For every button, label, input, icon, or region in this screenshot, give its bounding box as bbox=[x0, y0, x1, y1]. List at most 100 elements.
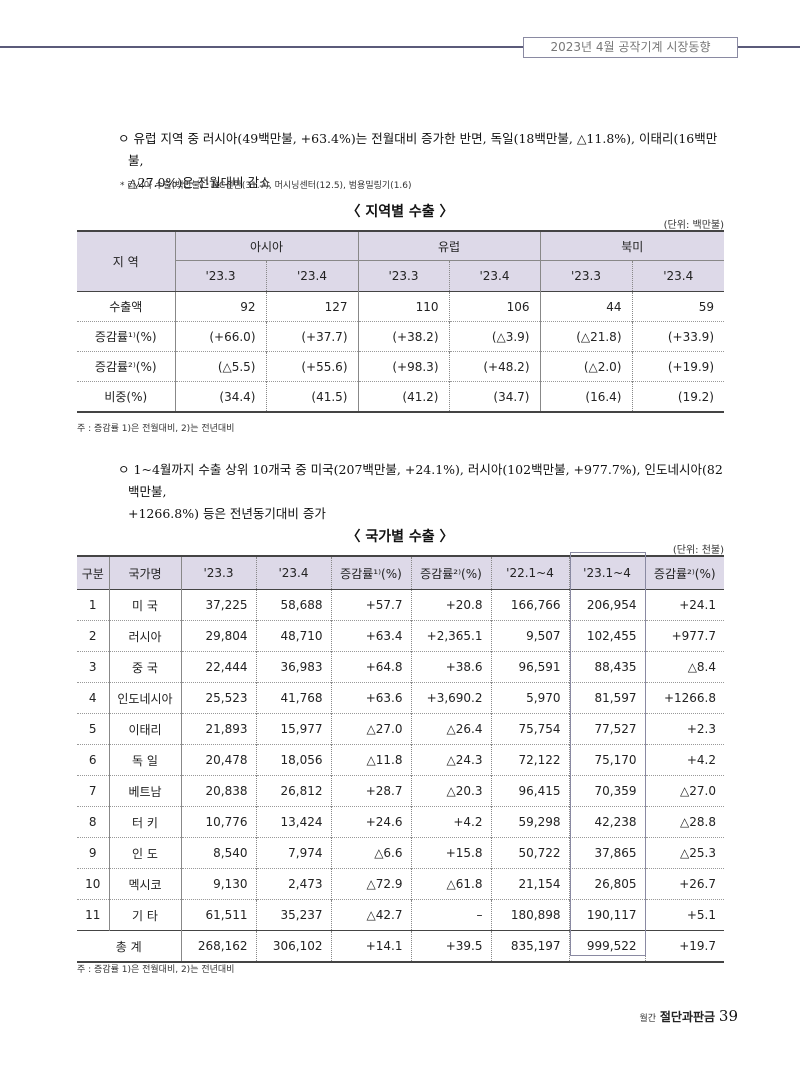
column-header: '23.1~4 bbox=[568, 556, 645, 590]
table-cell: 72,122 bbox=[490, 744, 569, 776]
column-header: 증감률²⁾(%) bbox=[410, 556, 491, 590]
table-row: 2 러시아 29,804 48,710 +63.4 +2,365.1 9,507 102,45… bbox=[77, 620, 724, 652]
table-cell: 35,237 bbox=[255, 899, 331, 931]
group-asia: 아시아 bbox=[174, 231, 358, 261]
country-cell: 터 키 bbox=[108, 806, 181, 838]
table-cell: 81,597 bbox=[568, 682, 645, 714]
table-cell: 22,444 bbox=[180, 651, 256, 683]
period-header: '23.3 bbox=[174, 260, 266, 292]
table-cell: +24.6 bbox=[330, 806, 411, 838]
magazine-name: 절단과판금 bbox=[659, 1010, 716, 1024]
column-header: '23.3 bbox=[180, 556, 256, 590]
table-cell: 77,527 bbox=[568, 713, 645, 745]
rank-cell: 4 bbox=[88, 691, 97, 705]
row-label: 증감률²⁾(%) bbox=[94, 360, 157, 374]
table-cell: 37,225 bbox=[180, 589, 256, 621]
table-cell: 13,424 bbox=[255, 806, 331, 838]
table-1-unit: (단위: 백만불) bbox=[663, 220, 724, 231]
table-cell: 999,522 bbox=[568, 930, 645, 962]
country-cell: 중 국 bbox=[108, 651, 181, 683]
table-cell: 20,478 bbox=[180, 744, 256, 776]
table-cell: 206,954 bbox=[568, 589, 645, 621]
rank-cell: 5 bbox=[88, 722, 97, 736]
table-cell: △28.8 bbox=[644, 806, 724, 838]
table-cell: 75,170 bbox=[568, 744, 645, 776]
table-cell: (△2.0) bbox=[539, 351, 632, 382]
table-cell: +19.7 bbox=[644, 930, 724, 962]
bullet: ㅇ bbox=[118, 131, 130, 146]
rank-cell: 8 bbox=[88, 815, 97, 829]
table-cell: 15,977 bbox=[255, 713, 331, 745]
table-cell: 110 bbox=[357, 291, 449, 322]
table-row: 9 인 도 8,540 7,974 △6.6 +15.8 50,722 37,865 △25.3 bbox=[77, 837, 724, 869]
table-cell: +38.6 bbox=[410, 651, 491, 683]
country-cell: 러시아 bbox=[108, 620, 181, 652]
table-cell: 58,688 bbox=[255, 589, 331, 621]
table-cell: 25,523 bbox=[180, 682, 256, 714]
table-cell: (16.4) bbox=[539, 381, 632, 412]
table-cell: 9,507 bbox=[490, 620, 569, 652]
table-cell: 190,117 bbox=[568, 899, 645, 931]
table-cell: 180,898 bbox=[490, 899, 569, 931]
table-cell: 61,511 bbox=[180, 899, 256, 931]
table-cell: 44 bbox=[539, 291, 632, 322]
table-cell: 127 bbox=[265, 291, 358, 322]
paragraph-1: ㅇ 유럽 지역 중 러시아(49백만불, +63.4%)는 전월대비 증가한 반면… bbox=[118, 128, 728, 194]
table-row: 4 인도네시아 25,523 41,768 +63.6 +3,690.2 5,970 81,5… bbox=[77, 682, 724, 714]
table-cell: 5,970 bbox=[490, 682, 569, 714]
table-cell: +977.7 bbox=[644, 620, 724, 652]
table-cell: 42,238 bbox=[568, 806, 645, 838]
paragraph-1-line-1: 유럽 지역 중 러시아(49백만불, +63.4%)는 전월대비 증가한 반면,… bbox=[128, 131, 718, 168]
table-cell: 2,473 bbox=[255, 868, 331, 900]
table-cell: +15.8 bbox=[410, 837, 491, 869]
table-cell: 106 bbox=[448, 291, 540, 322]
period-header: '23.4 bbox=[448, 260, 540, 292]
table-cell: (+98.3) bbox=[357, 351, 449, 382]
country-cell: 독 일 bbox=[108, 744, 181, 776]
table-cell: 26,812 bbox=[255, 775, 331, 807]
column-header: 증감률¹⁾(%) bbox=[330, 556, 411, 590]
group-north-america: 북미 bbox=[539, 231, 724, 261]
country-cell: 미 국 bbox=[108, 589, 181, 621]
table-cell: (+48.2) bbox=[448, 351, 540, 382]
table-row: 증감률¹⁾(%) (+66.0) (+37.7) (+38.2) (△3.9) (△21.… bbox=[77, 321, 724, 352]
table-cell: △27.0 bbox=[330, 713, 411, 745]
total-label: 총 계 bbox=[115, 939, 142, 954]
column-header: '23.4 bbox=[255, 556, 331, 590]
table-cell: (+66.0) bbox=[174, 321, 266, 352]
table-cell: 7,974 bbox=[255, 837, 331, 869]
table-cell: 8,540 bbox=[180, 837, 256, 869]
table-cell: +39.5 bbox=[410, 930, 491, 962]
table-cell: 92 bbox=[174, 291, 266, 322]
table-cell: +5.1 bbox=[644, 899, 724, 931]
table-cell: (△3.9) bbox=[448, 321, 540, 352]
period-header: '23.4 bbox=[265, 260, 358, 292]
page-footer: 월간 절단과판금 39 bbox=[639, 1007, 738, 1025]
table-cell: 96,591 bbox=[490, 651, 569, 683]
page-number: 39 bbox=[718, 1007, 738, 1025]
row-label: 수출액 bbox=[109, 300, 143, 314]
table-2-unit: (단위: 천불) bbox=[672, 545, 724, 556]
paragraph-2: ㅇ 1~4월까지 수출 상위 10개국 중 미국(207백만불, +24.1%),… bbox=[118, 459, 728, 525]
table-cell: 37,865 bbox=[568, 837, 645, 869]
table-cell: (34.4) bbox=[174, 381, 266, 412]
table-cell: (19.2) bbox=[631, 381, 724, 412]
table-cell: +2,365.1 bbox=[410, 620, 491, 652]
table-cell: 75,754 bbox=[490, 713, 569, 745]
table-cell: 88,435 bbox=[568, 651, 645, 683]
country-export-table: 구분 국가명 '23.3'23.4 증감률¹⁾(%) 증감률²⁾(%) '22.1~4'2… bbox=[77, 555, 724, 963]
table-2-caption: 〈 국가별 수출 〉 bbox=[346, 529, 454, 545]
table-cell: +1266.8 bbox=[644, 682, 724, 714]
table-cell: 70,359 bbox=[568, 775, 645, 807]
table-cell: 10,776 bbox=[180, 806, 256, 838]
rank-cell: 1 bbox=[88, 598, 97, 612]
table-cell: 29,804 bbox=[180, 620, 256, 652]
rank-cell: 6 bbox=[88, 753, 97, 767]
table-cell: +4.2 bbox=[644, 744, 724, 776]
table-cell: 835,197 bbox=[490, 930, 569, 962]
table-cell: △25.3 bbox=[644, 837, 724, 869]
rank-cell: 11 bbox=[85, 908, 101, 922]
table-2-footnote: 주 : 증감률 1)은 전월대비, 2)는 전년대비 bbox=[77, 965, 235, 975]
region-header: 지 역 bbox=[77, 231, 175, 292]
table-cell: △11.8 bbox=[330, 744, 411, 776]
